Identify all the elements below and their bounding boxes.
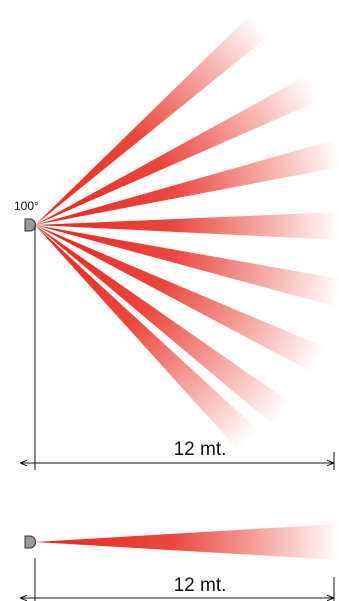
narrow-sensor-icon <box>24 535 36 549</box>
wide-beam-fan <box>35 14 339 450</box>
wide-beam-8 <box>35 225 258 450</box>
wide-beam-5 <box>35 225 339 307</box>
wide-beam-2 <box>35 75 320 225</box>
wide-distance-label: 12 mt. <box>174 439 227 460</box>
wide-beam-1 <box>35 14 270 225</box>
wide-sensor-icon <box>24 218 36 232</box>
wide-beam-3 <box>35 139 339 225</box>
narrow-beam <box>35 524 339 560</box>
angle-label: 100° <box>14 199 39 213</box>
wide-beam-6 <box>35 225 326 373</box>
wide-beam-4 <box>35 212 339 240</box>
narrow-beam-1 <box>35 524 339 560</box>
narrow-distance-label: 12 mt. <box>174 575 227 596</box>
wide-beam-7 <box>35 225 291 426</box>
wide-angle-diagram: 100° 12 mt. <box>14 14 339 470</box>
narrow-angle-diagram: 12 mt. <box>20 524 339 601</box>
